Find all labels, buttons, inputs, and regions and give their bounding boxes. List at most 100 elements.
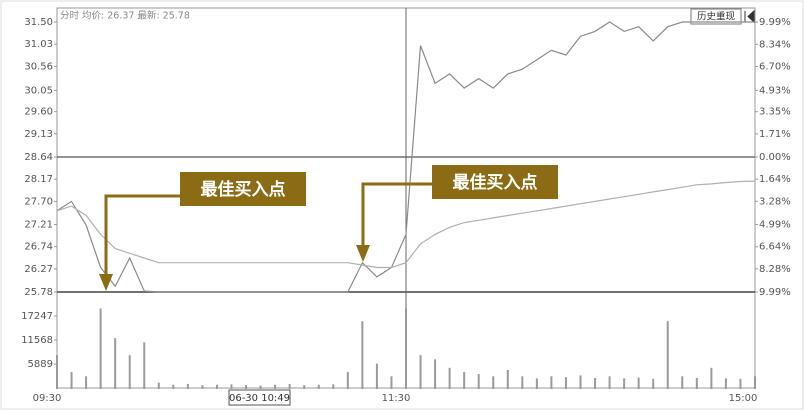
annotation-arrowhead (356, 245, 370, 262)
cursor-label: 06-30 10:49 (229, 393, 290, 404)
volume-bar (623, 378, 626, 389)
y-tick-label: 27.21 (24, 220, 53, 231)
volume-tick-label: 11568 (21, 335, 53, 346)
volume-bar (186, 383, 189, 389)
y-tick-label: 29.60 (24, 107, 53, 118)
volume-bar (477, 374, 480, 389)
volume-bar (419, 355, 422, 389)
x-tick-label: 15:00 (729, 393, 758, 404)
x-tick-label: 09:30 (33, 393, 62, 404)
y2-tick-label: 8.34% (759, 39, 791, 50)
volume-bar (594, 377, 597, 389)
volume-bar (637, 377, 640, 389)
volume-bar (666, 321, 669, 389)
volume-bar (288, 383, 291, 389)
y2-tick-label: 9.99% (759, 17, 791, 28)
volume-bar (710, 367, 713, 389)
annotation: 最佳买入点 (99, 172, 306, 291)
y2-tick-label: 1.71% (759, 129, 791, 140)
header: 分时 均价: 26.37 最新: 25.78 (60, 10, 190, 22)
volume-bar (754, 376, 756, 389)
volume-bar (317, 384, 320, 389)
volume-bar (724, 378, 727, 389)
volume-bar (434, 359, 437, 389)
y-tick-label: 31.03 (24, 39, 53, 50)
annotation-text: 最佳买入点 (201, 179, 286, 200)
volume-bar (550, 376, 553, 389)
y2-tick-label: 9.99% (759, 287, 791, 298)
y2-tick-label: 0.00% (759, 152, 791, 163)
volume-bar (56, 355, 58, 389)
volume-bar (361, 321, 364, 389)
y-tick-label: 30.05 (24, 85, 53, 96)
y-tick-label: 28.17 (24, 174, 53, 185)
annotation-text: 最佳买入点 (453, 172, 538, 193)
y-tick-label: 26.74 (24, 242, 53, 253)
volume-bar (405, 308, 407, 389)
volume-bar (390, 376, 393, 389)
x-tick-label: 11:30 (382, 393, 411, 404)
y2-tick-label: 1.64% (759, 174, 791, 185)
volume-bar (230, 384, 233, 389)
volume-bar (492, 376, 495, 389)
volume-bar (172, 384, 175, 389)
annotation-arrow (361, 182, 432, 248)
y2-tick-label: 4.99% (759, 219, 791, 230)
volume-tick-label: 17247 (21, 311, 53, 322)
volume-bar (695, 377, 698, 389)
volume-bar (201, 385, 204, 389)
y-tick-label: 31.50 (24, 17, 53, 28)
y2-tick-label: 3.28% (759, 196, 791, 207)
history-button-label[interactable]: 历史重现 (697, 11, 736, 23)
volume-bar (506, 369, 509, 389)
annotation: 最佳买入点 (356, 165, 558, 262)
volume-bar (332, 384, 335, 389)
y-tick-label: 25.78 (24, 287, 53, 298)
price-line (56, 180, 756, 269)
history-button[interactable] (690, 8, 742, 25)
volume-bar (215, 384, 218, 389)
volume-bar (608, 376, 611, 389)
y-tick-label: 30.56 (24, 61, 53, 72)
volume-bar (579, 375, 582, 389)
volume-bar (652, 378, 655, 389)
volume-bar (143, 342, 146, 389)
volume-bar (157, 382, 160, 389)
volume-bar (85, 376, 88, 389)
volume-bar (535, 378, 538, 389)
volume-bar (681, 376, 684, 389)
annotation-arrowhead (99, 274, 113, 291)
back-icon[interactable] (744, 9, 755, 24)
y2-tick-label: 3.35% (759, 107, 791, 118)
y2-tick-label: 6.70% (759, 61, 791, 72)
volume-tick-label: 5889 (28, 359, 53, 370)
annotation-box (432, 165, 558, 199)
y2-tick-label: 4.93% (759, 85, 791, 96)
price-line (56, 21, 755, 293)
y-tick-label: 27.70 (24, 196, 53, 207)
volume-bar (739, 378, 742, 389)
volume-bar (375, 363, 378, 389)
volume-bar (274, 384, 277, 389)
volume-bar (448, 367, 451, 389)
annotation-arrow (104, 194, 180, 278)
volume-bar (70, 372, 73, 389)
volume-bar (259, 385, 262, 389)
volume-bar (564, 377, 567, 389)
volume-bar (128, 355, 131, 389)
y2-tick-label: 6.64% (759, 242, 791, 253)
volume-bar (99, 308, 102, 389)
annotation-box (180, 172, 306, 206)
y-tick-label: 29.13 (24, 129, 53, 140)
y2-tick-label: 8.28% (759, 264, 791, 275)
volume-bar (303, 385, 306, 389)
y-tick-label: 28.64 (24, 152, 53, 163)
volume-bar (114, 338, 117, 389)
volume-bar (521, 376, 524, 389)
volume-bar (463, 372, 466, 389)
cursor-box (228, 389, 291, 406)
y-tick-label: 26.27 (24, 264, 53, 275)
volume-bar (346, 372, 349, 389)
